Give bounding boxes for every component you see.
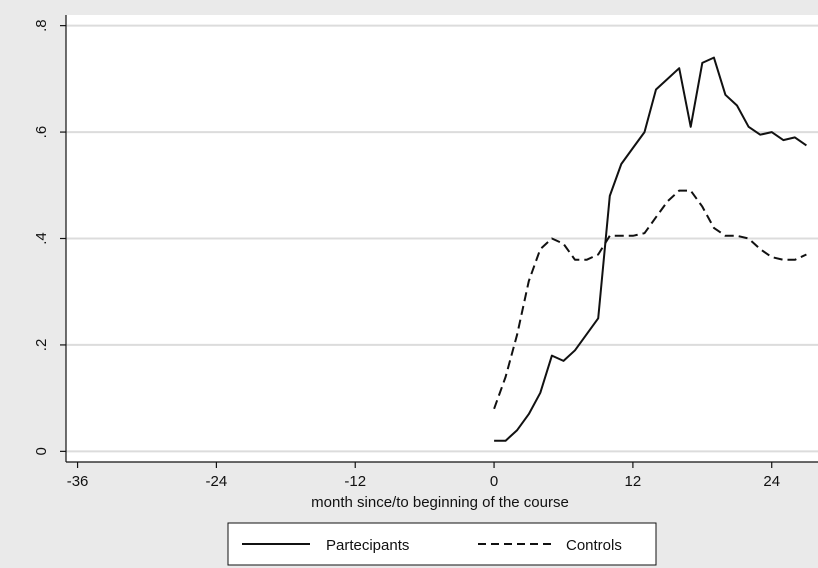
y-tick-label: .6 xyxy=(33,126,50,139)
x-tick-label: 0 xyxy=(490,473,498,490)
legend: Partecipants Controls xyxy=(227,522,657,566)
series-line-controls xyxy=(493,189,807,410)
y-tick-label: .2 xyxy=(33,339,50,352)
y-tick-label: .4 xyxy=(33,232,50,245)
x-tick-label: 12 xyxy=(625,473,642,490)
axes: 0 .2 .4 .6 .8 -36 -24 -12 0 12 24 xyxy=(33,15,818,490)
y-tick-label: 0 xyxy=(33,447,50,455)
grid-lines xyxy=(66,24,818,453)
x-tick-label: 24 xyxy=(763,473,780,490)
x-tick-label: -36 xyxy=(67,473,89,490)
x-axis-label: month since/to beginning of the course xyxy=(311,494,569,511)
x-tick-label: -12 xyxy=(344,473,366,490)
data-series xyxy=(493,56,807,442)
x-tick-label: -24 xyxy=(206,473,228,490)
legend-label-controls: Controls xyxy=(566,537,622,554)
legend-label-partecipants: Partecipants xyxy=(326,537,409,554)
series-line-partecipants xyxy=(494,56,807,442)
y-tick-label: .8 xyxy=(33,19,50,32)
